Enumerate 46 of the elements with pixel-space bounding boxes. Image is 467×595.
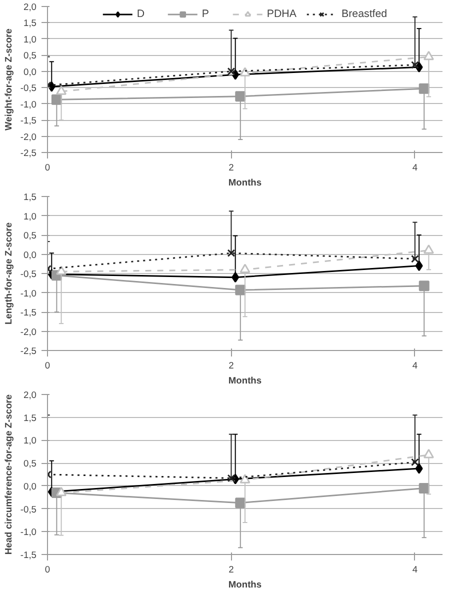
y-tick-label: -2,5	[20, 148, 37, 158]
x-tick-label: 4	[412, 162, 418, 172]
y-tick-label: 0,0	[24, 481, 36, 492]
y-tick-label: -1,0	[20, 99, 37, 110]
y-tick-label: -2,0	[20, 326, 37, 337]
y-tick-label: -0,5	[20, 269, 37, 279]
x-tick-label: 2	[228, 162, 234, 172]
legend-label: D	[136, 8, 146, 20]
y-tick-label: -1,5	[20, 550, 37, 560]
x-tick-label: 4	[412, 564, 418, 574]
y-tick-label: 1,0	[24, 34, 36, 44]
y-tick-label: 1,0	[24, 211, 36, 222]
y-axis-title: Head circumference-for-age Z-score	[3, 394, 14, 555]
y-tick-label: 1,5	[24, 192, 36, 202]
y-tick-label: 1,0	[24, 436, 36, 446]
y-tick-label: 0,5	[24, 230, 36, 240]
x-axis-title: Months	[228, 580, 262, 590]
y-tick-label: 0,0	[24, 66, 36, 77]
y-tick-label: 2,0	[24, 2, 36, 12]
y-tick-label: -2,0	[20, 132, 37, 142]
y-tick-label: -0,5	[20, 504, 37, 514]
x-tick-label: 2	[228, 564, 234, 574]
x-tick-label: 0	[44, 564, 50, 574]
x-tick-label: 0	[44, 162, 50, 172]
y-axis-title: Weight-for-age Z-score	[3, 28, 14, 130]
y-tick-label: 2,0	[24, 390, 36, 400]
x-axis-title: Months	[228, 178, 262, 188]
x-tick-label: 2	[228, 360, 234, 370]
x-tick-label: 4	[412, 360, 418, 370]
legend-label: PDHA	[266, 8, 296, 20]
y-tick-label: 1,5	[24, 412, 36, 423]
x-axis-title: Months	[228, 376, 262, 386]
y-tick-label: -1,0	[20, 527, 37, 538]
y-tick-label: -1,0	[20, 288, 37, 298]
x-tick-label: 0	[44, 360, 50, 370]
y-tick-label: 1,5	[24, 18, 36, 28]
legend-label: Breastfed	[341, 8, 388, 20]
legend-label: P	[202, 8, 210, 20]
y-tick-label: 0,5	[24, 50, 36, 61]
y-tick-label: 0,5	[24, 458, 36, 469]
y-axis-title: Length-for-age Z-score	[3, 222, 14, 325]
y-tick-label: -1,5	[20, 308, 37, 318]
y-tick-label: -2,5	[20, 346, 37, 356]
y-tick-label: 0,0	[24, 250, 36, 260]
y-tick-label: -0,5	[20, 83, 37, 94]
y-tick-label: -1,5	[20, 116, 37, 126]
